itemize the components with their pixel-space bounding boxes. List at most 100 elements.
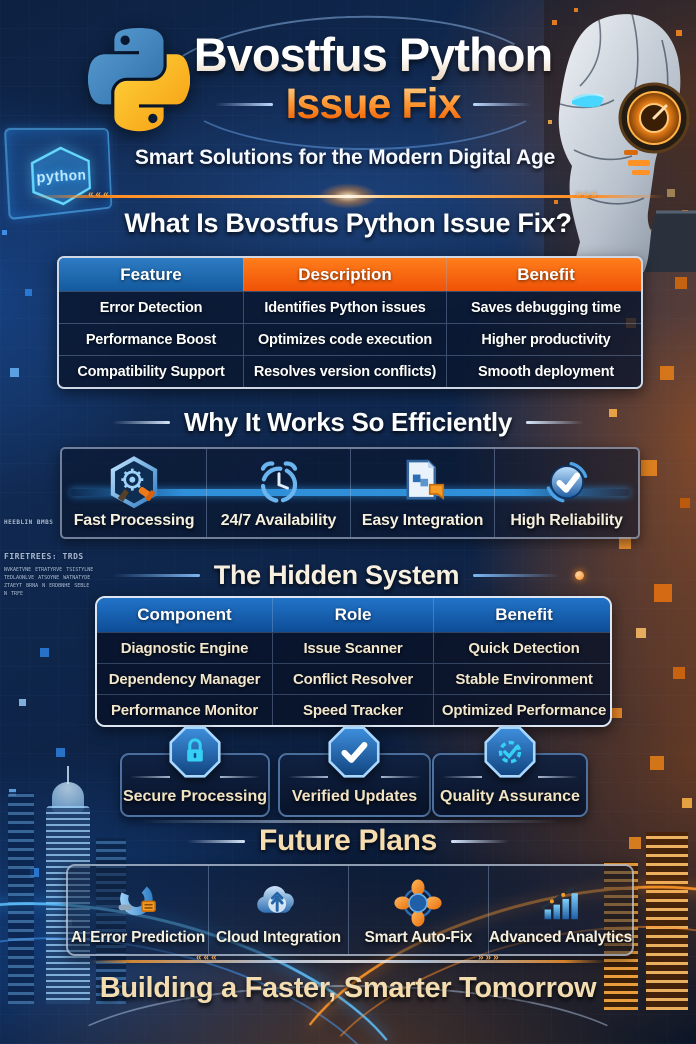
badge-line — [220, 776, 260, 778]
table-cell: Performance Monitor — [97, 694, 272, 725]
column-header: Benefit — [433, 598, 610, 632]
hexagon-icon — [25, 145, 96, 209]
future-plans-strip: AI Error Prediction Cloud Integration Sm… — [66, 864, 634, 956]
section-heading-hidden-wrap: The Hidden System — [0, 560, 696, 591]
feature-card: Advanced Analytics — [487, 866, 632, 954]
feature-label: Fast Processing — [73, 512, 195, 529]
feature-card: High Reliability — [494, 449, 638, 537]
heading-line-right — [451, 839, 510, 843]
gear-wrench-icon — [110, 456, 158, 509]
heading-line-right — [473, 574, 562, 577]
table-cell: Conflict Resolver — [272, 663, 433, 694]
section-heading-future-wrap: Future Plans — [0, 824, 696, 858]
table-cell: Resolves version conflicts) — [243, 355, 446, 387]
column-header: Description — [243, 258, 446, 291]
badge-label: Secure Processing — [122, 788, 268, 805]
column-header: Benefit — [446, 258, 641, 291]
title-line1: Bvostfus Python — [168, 30, 578, 80]
badge-line — [442, 776, 482, 778]
title-dash-right — [472, 102, 531, 106]
python-logo — [88, 28, 190, 132]
table-row: Performance Boost Optimizes code executi… — [59, 323, 641, 355]
column-header: Role — [272, 598, 433, 632]
table-cell: Compatibility Support — [59, 355, 243, 387]
footer-divider-streak — [90, 960, 606, 963]
chevron-decoration-left: ««« — [196, 952, 219, 963]
feature-label: Smart Auto-Fix — [364, 929, 473, 946]
hidden-system-table: Component Role Benefit Diagnostic Engine… — [95, 596, 612, 727]
table-row: Error Detection Identifies Python issues… — [59, 291, 641, 323]
table-cell: Stable Environment — [433, 663, 610, 694]
feature-table-header-row: Feature Description Benefit — [59, 258, 641, 291]
auto-fix-icon — [394, 879, 442, 927]
table-cell: Higher productivity — [446, 323, 641, 355]
background-code-lines: NVKAETVNE ETRATYRVE TSISTYLNE TEDLAONLVE… — [4, 567, 94, 597]
badge-line — [130, 776, 170, 778]
badge-line — [538, 776, 578, 778]
feature-label: Advanced Analytics — [488, 929, 632, 946]
table-cell: Error Detection — [59, 291, 243, 323]
feature-card: Fast Processing — [62, 449, 206, 537]
table-cell: Diagnostic Engine — [97, 632, 272, 663]
blue-beam-line — [70, 489, 630, 496]
badge-line — [381, 776, 421, 778]
table-cell: Optimized Performance — [433, 694, 610, 725]
python-holo-badge: python — [15, 145, 105, 210]
chevron-decoration-right: »»» — [576, 189, 599, 200]
column-header: Feature — [59, 258, 243, 291]
feature-card: Easy Integration — [350, 449, 494, 537]
chevron-decoration-left: ««« — [88, 189, 111, 200]
future-divider-streak — [140, 820, 560, 823]
gear-check-octagon-icon — [484, 726, 536, 778]
table-cell: Issue Scanner — [272, 632, 433, 663]
cloud-upload-icon — [257, 886, 295, 913]
feature-card: AI Error Prediction — [68, 866, 208, 954]
feature-card: 24/7 Availability — [206, 449, 350, 537]
badge-label: Quality Assurance — [440, 788, 580, 805]
feature-table: Feature Description Benefit Error Detect… — [57, 256, 643, 389]
column-header: Component — [97, 598, 272, 632]
badge-line — [288, 776, 328, 778]
table-cell: Smooth deployment — [446, 355, 641, 387]
heading-line-left — [186, 839, 245, 843]
section-heading-why: Why It Works So Efficiently — [183, 407, 513, 437]
table-cell: Performance Boost — [59, 323, 243, 355]
feature-label: High Reliability — [510, 512, 623, 529]
header-subtitle: Smart Solutions for the Modern Digital A… — [134, 146, 556, 169]
table-row: Performance Monitor Speed Tracker Optimi… — [97, 694, 610, 725]
table-cell: Optimizes code execution — [243, 323, 446, 355]
table-row: Compatibility Support Resolves version c… — [59, 355, 641, 387]
section-heading-what: What Is Bvostfus Python Issue Fix? — [124, 208, 572, 238]
footer-tagline: Building a Faster, Smarter Tomorrow — [99, 972, 597, 1004]
header-title-block: Bvostfus Python Issue Fix — [168, 30, 578, 127]
efficiency-feature-strip: Fast Processing 24/7 Availability — [60, 447, 640, 539]
feature-label: Cloud Integration — [215, 929, 341, 946]
city-tower-spire — [67, 766, 69, 784]
background-code-title: FIRETREES: TRDS — [4, 552, 84, 561]
title-dash-left — [215, 102, 274, 106]
section-heading-hidden: The Hidden System — [213, 560, 460, 590]
ai-loop-icon — [118, 882, 156, 916]
table-cell: Speed Tracker — [272, 694, 433, 725]
title-line2: Issue Fix — [285, 79, 461, 128]
table-cell: Quick Detection — [433, 632, 610, 663]
document-puzzle-icon — [406, 459, 444, 500]
divider-dot — [575, 571, 585, 580]
feature-card: Cloud Integration — [207, 866, 348, 954]
table-cell: Dependency Manager — [97, 663, 272, 694]
analytics-bars-icon — [541, 886, 579, 920]
background-code-text: HEEBLIN BMBS — [4, 519, 54, 526]
table-cell: Identifies Python issues — [243, 291, 446, 323]
section-heading-why-wrap: Why It Works So Efficiently — [0, 407, 696, 438]
feature-label: Easy Integration — [361, 512, 484, 529]
table-cell: Saves debugging time — [446, 291, 641, 323]
heading-line-left — [111, 421, 170, 424]
heading-line-right — [526, 421, 585, 424]
city-building-right2 — [646, 832, 688, 1010]
badge-label: Verified Updates — [291, 788, 418, 805]
feature-label: AI Error Prediction — [70, 929, 205, 946]
section-heading-future: Future Plans — [258, 824, 438, 857]
chevron-decoration-right: »»» — [478, 952, 501, 963]
robot-head-illustration — [544, 0, 696, 272]
